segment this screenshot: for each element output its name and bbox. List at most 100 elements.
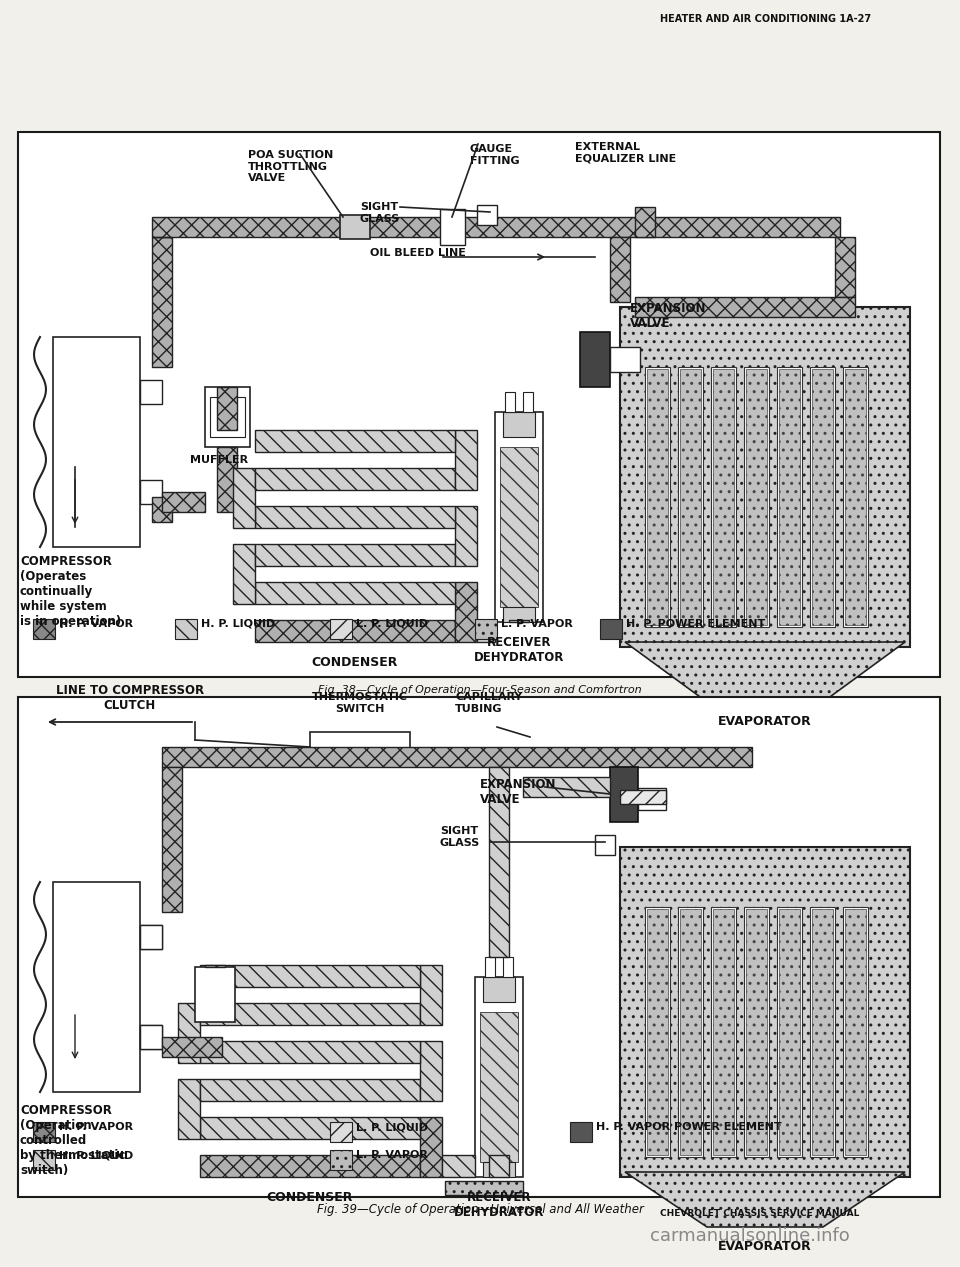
Bar: [580, 332, 610, 386]
Text: POA SUCTION
THROTTLING
VALVE: POA SUCTION THROTTLING VALVE: [248, 150, 333, 184]
Text: EXTERNAL
EQUALIZER LINE: EXTERNAL EQUALIZER LINE: [575, 142, 676, 163]
Bar: [483, 1162, 515, 1177]
Text: EXPANSION
VALVE: EXPANSION VALVE: [480, 778, 557, 806]
Bar: [310, 732, 410, 761]
Bar: [140, 925, 162, 949]
Bar: [175, 620, 197, 639]
Text: EXPANSION
VALVE: EXPANSION VALVE: [630, 302, 707, 329]
Text: Fig. 38—Cycle of Operation—Four-Season and Comfortron: Fig. 38—Cycle of Operation—Four-Season a…: [318, 685, 642, 696]
Bar: [255, 430, 455, 452]
Bar: [255, 468, 455, 490]
Text: RECEIVER
DEHYDRATOR: RECEIVER DEHYDRATOR: [474, 636, 564, 664]
Bar: [200, 1117, 420, 1139]
Text: H. P. LIQUID: H. P. LIQUID: [201, 620, 276, 628]
Text: THERMOSTATIC
SWITCH: THERMOSTATIC SWITCH: [312, 692, 408, 715]
Bar: [205, 965, 225, 967]
Text: H. P. POWER ELEMENT: H. P. POWER ELEMENT: [626, 620, 765, 628]
Bar: [330, 620, 352, 639]
Bar: [645, 367, 670, 627]
Bar: [152, 237, 172, 367]
Bar: [711, 907, 736, 1157]
Bar: [635, 207, 655, 237]
Bar: [33, 1123, 55, 1142]
Polygon shape: [625, 1172, 905, 1226]
Bar: [835, 237, 855, 296]
Bar: [523, 777, 610, 797]
Bar: [711, 367, 736, 627]
Bar: [680, 369, 701, 625]
Bar: [810, 367, 835, 627]
Text: SIGHT
GLASS: SIGHT GLASS: [360, 201, 400, 223]
Text: L. P. LIQUID: L. P. LIQUID: [356, 1123, 428, 1131]
Bar: [595, 835, 615, 855]
Bar: [810, 907, 835, 1157]
Text: COMPRESSOR
(Operation
controlled
by thermostatic
switch): COMPRESSOR (Operation controlled by ther…: [20, 1104, 126, 1177]
Bar: [570, 1123, 592, 1142]
Bar: [217, 447, 237, 512]
Text: EVAPORATOR: EVAPORATOR: [718, 715, 812, 729]
Bar: [647, 369, 668, 625]
Text: CONDENSER: CONDENSER: [267, 1191, 353, 1204]
Bar: [420, 965, 442, 1025]
Bar: [340, 215, 370, 239]
Bar: [140, 925, 162, 949]
Bar: [812, 908, 833, 1156]
Bar: [645, 907, 670, 1157]
Text: COMPRESSOR
(Operates
continually
while system
is in operation): COMPRESSOR (Operates continually while s…: [20, 555, 121, 628]
Bar: [140, 1025, 162, 1049]
Bar: [152, 217, 840, 237]
Polygon shape: [625, 642, 905, 702]
Bar: [509, 620, 529, 622]
Bar: [746, 369, 767, 625]
Text: L. P. LIQUID: L. P. LIQUID: [356, 620, 428, 628]
Bar: [53, 337, 140, 547]
Bar: [680, 908, 701, 1156]
Bar: [420, 1041, 442, 1101]
Bar: [178, 1079, 200, 1139]
Text: RECEIVER
DEHYDRATOR: RECEIVER DEHYDRATOR: [454, 1191, 544, 1219]
Text: L. P. VAPOR: L. P. VAPOR: [356, 1150, 428, 1161]
Bar: [255, 506, 455, 528]
Text: H. P. VAPOR POWER ELEMENT: H. P. VAPOR POWER ELEMENT: [596, 1123, 781, 1131]
Bar: [638, 788, 666, 810]
Bar: [140, 1025, 162, 1049]
Bar: [523, 392, 533, 412]
Bar: [483, 977, 515, 1002]
Bar: [489, 767, 509, 957]
Bar: [477, 620, 495, 642]
Bar: [477, 205, 497, 226]
Bar: [33, 1150, 55, 1169]
Text: EVAPORATOR: EVAPORATOR: [718, 1240, 812, 1253]
Bar: [445, 1181, 523, 1195]
Bar: [635, 296, 855, 317]
Bar: [53, 882, 140, 1092]
Bar: [455, 582, 477, 642]
Text: SIGHT
GLASS: SIGHT GLASS: [440, 826, 480, 848]
Bar: [495, 412, 543, 622]
Bar: [485, 957, 495, 977]
Bar: [18, 132, 940, 677]
Bar: [33, 620, 55, 639]
Bar: [777, 907, 802, 1157]
Bar: [812, 369, 833, 625]
Text: H. P. VAPOR: H. P. VAPOR: [59, 620, 133, 628]
Bar: [18, 697, 940, 1197]
Bar: [845, 908, 866, 1156]
Bar: [777, 367, 802, 627]
Bar: [178, 1003, 200, 1063]
Bar: [200, 965, 420, 987]
Text: GAUGE
FITTING: GAUGE FITTING: [470, 144, 519, 166]
Bar: [503, 607, 535, 622]
Bar: [779, 369, 800, 625]
Text: H. P. VAPOR: H. P. VAPOR: [59, 1123, 133, 1131]
Text: CONDENSER: CONDENSER: [312, 656, 398, 669]
Bar: [610, 347, 640, 372]
Bar: [713, 369, 734, 625]
Bar: [255, 544, 455, 566]
Text: CAPILLARY
TUBING: CAPILLARY TUBING: [455, 692, 522, 715]
Bar: [140, 380, 162, 404]
Bar: [678, 367, 703, 627]
Bar: [152, 497, 172, 522]
Bar: [845, 369, 866, 625]
Bar: [255, 620, 455, 642]
